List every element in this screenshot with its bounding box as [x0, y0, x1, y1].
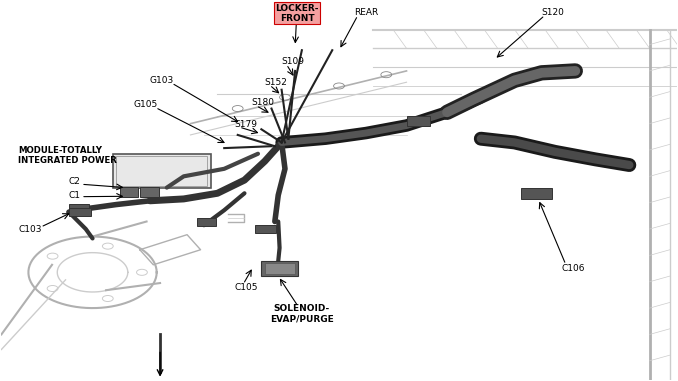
- Bar: [255, 224, 276, 233]
- Text: S109: S109: [281, 57, 304, 66]
- Bar: [119, 187, 138, 197]
- Bar: [521, 187, 552, 199]
- Text: S120: S120: [542, 8, 565, 17]
- Text: S179: S179: [235, 120, 258, 129]
- Bar: [197, 218, 216, 226]
- Text: S180: S180: [252, 98, 274, 107]
- Bar: [116, 155, 207, 186]
- Text: MODULE-TOTALLY
INTEGRATED POWER: MODULE-TOTALLY INTEGRATED POWER: [18, 146, 117, 165]
- Text: C2: C2: [69, 178, 81, 186]
- Text: LOCKER-
FRONT: LOCKER- FRONT: [275, 4, 319, 23]
- Bar: [113, 154, 211, 187]
- Bar: [407, 116, 430, 125]
- Text: G105: G105: [133, 100, 157, 109]
- Bar: [69, 204, 89, 212]
- Text: G103: G103: [150, 76, 174, 85]
- Text: C105: C105: [235, 283, 258, 292]
- Bar: [261, 261, 298, 276]
- Bar: [69, 208, 91, 216]
- Text: S152: S152: [264, 78, 287, 87]
- Bar: [264, 263, 295, 274]
- Text: C103: C103: [18, 224, 42, 234]
- Text: C1: C1: [69, 190, 81, 200]
- Text: SOLENOID-
EVAP/PURGE: SOLENOID- EVAP/PURGE: [270, 304, 334, 323]
- Text: REAR: REAR: [354, 8, 378, 17]
- Bar: [140, 187, 159, 197]
- Text: C106: C106: [562, 264, 585, 273]
